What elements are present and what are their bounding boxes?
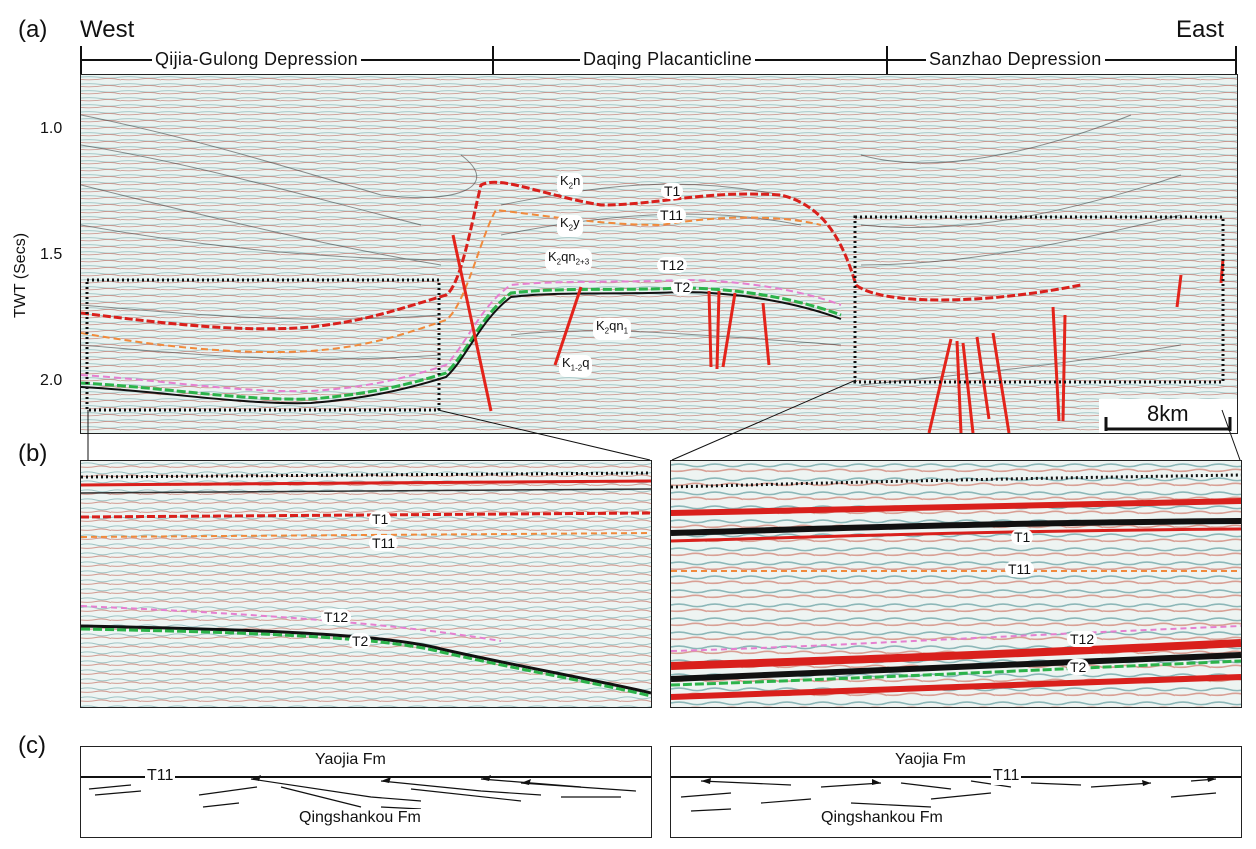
y-tick-2-0: 2.0 bbox=[40, 372, 63, 389]
seismic-section-a: T1 T11 T12 T2 K2n K2y K2qn2+3 K2qn1 K1-2… bbox=[80, 74, 1238, 434]
unit-k12q: K1-2q bbox=[559, 355, 593, 377]
zoom-right-t2: T2 bbox=[1067, 659, 1090, 675]
unit-k2qn23: K2qn2+3 bbox=[545, 249, 593, 271]
schematic-left-yaojia: Yaojia Fm bbox=[313, 751, 388, 769]
zoom-connectors bbox=[87, 379, 1241, 461]
zoom-left-t12: T12 bbox=[321, 609, 352, 625]
panel-c-label: (c) bbox=[18, 732, 46, 759]
schematic-left: Yaojia Fm T11 Qingshankou Fm bbox=[80, 746, 652, 838]
schematic-right-graphic bbox=[671, 776, 1241, 812]
region-sanzhao: Sanzhao Depression bbox=[926, 49, 1105, 70]
bracket-tick-4 bbox=[1235, 46, 1237, 74]
zoom-right-t12: T12 bbox=[1067, 631, 1098, 647]
horizon-t1-a bbox=[81, 180, 1082, 331]
west-label: West bbox=[80, 16, 135, 43]
scale-bar-label: 8km bbox=[1147, 401, 1189, 426]
east-label: East bbox=[1176, 16, 1225, 43]
zoom-box-right bbox=[853, 215, 1225, 384]
seismic-zoom-right-graphic bbox=[671, 461, 1241, 707]
zoom-left-t1: T1 bbox=[369, 511, 392, 527]
zoom-left-t11: T11 bbox=[369, 535, 399, 551]
schematic-right-yaojia: Yaojia Fm bbox=[893, 751, 968, 769]
zoom-right-t1: T1 bbox=[1011, 529, 1034, 545]
panel-b-label: (b) bbox=[18, 440, 48, 467]
schematic-right-qingshankou: Qingshankou Fm bbox=[819, 809, 945, 827]
zoom-left-t2: T2 bbox=[349, 633, 372, 649]
unit-k2n: K2n bbox=[557, 173, 584, 195]
schematic-left-graphic bbox=[81, 775, 651, 810]
panel-a-label: (a) bbox=[18, 16, 48, 43]
zoom-box-left bbox=[85, 278, 441, 412]
unit-k2qn1: K2qn1 bbox=[593, 318, 632, 340]
schematic-left-qingshankou: Qingshankou Fm bbox=[297, 809, 423, 827]
y-tick-1-5: 1.5 bbox=[40, 246, 63, 263]
label-t1-a: T1 bbox=[661, 183, 684, 199]
zoom-right-t11: T11 bbox=[1005, 561, 1035, 577]
seismic-zoom-right: T1 T11 T12 T2 bbox=[670, 460, 1242, 708]
seismic-zoom-left-graphic bbox=[81, 461, 651, 707]
region-daqing: Daqing Placanticline bbox=[580, 49, 756, 70]
schematic-right: Yaojia Fm T11 Qingshankou Fm bbox=[670, 746, 1242, 838]
horizon-t2-a bbox=[81, 286, 842, 401]
label-t11-a: T11 bbox=[657, 207, 687, 223]
y-tick-1-0: 1.0 bbox=[40, 120, 63, 137]
region-qijia-gulong: Qijia-Gulong Depression bbox=[152, 49, 361, 70]
label-t2-a: T2 bbox=[671, 279, 694, 295]
schematic-right-t11: T11 bbox=[991, 767, 1022, 785]
seismic-zoom-left: T1 T11 T12 T2 bbox=[80, 460, 652, 708]
unit-k2y: K2y bbox=[557, 215, 583, 237]
seismic-section-a-graphic bbox=[81, 75, 1237, 433]
schematic-left-t11: T11 bbox=[145, 767, 176, 785]
label-t12-a: T12 bbox=[657, 257, 688, 273]
